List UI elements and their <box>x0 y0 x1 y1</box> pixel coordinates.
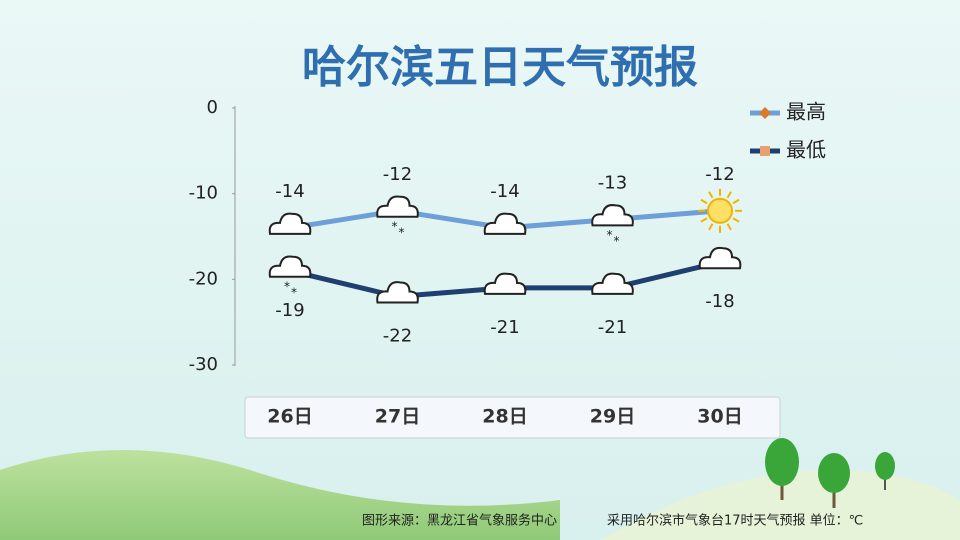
y-tick-label: -10 <box>189 183 218 204</box>
sun-ray <box>726 191 732 199</box>
footer: 采用哈尔滨市气象台17时天气预报 单位：℃ <box>607 513 863 529</box>
sun <box>707 197 733 224</box>
x-tick-label: 26日 <box>267 406 312 428</box>
weather-icon: * * <box>268 255 312 299</box>
cloud <box>268 255 312 278</box>
weather-icon <box>698 188 742 233</box>
x-tick-label: 27日 <box>375 406 420 428</box>
data-label: -19 <box>275 300 304 321</box>
y-tick-label: -20 <box>189 268 218 289</box>
legend-label: 最低 <box>786 138 826 162</box>
sun-ray <box>732 217 740 223</box>
hill <box>600 470 960 540</box>
snow: * <box>399 225 405 239</box>
x-tick-label: 28日 <box>482 406 527 428</box>
legend-label: 最高 <box>786 100 826 124</box>
data-label: -14 <box>275 181 304 202</box>
data-label: -13 <box>598 172 627 193</box>
trees <box>765 438 895 508</box>
sun-ray <box>700 217 708 223</box>
legend-marker <box>759 107 771 119</box>
data-label: -12 <box>383 164 412 185</box>
x-tick-label: 29日 <box>590 406 635 428</box>
snow: * <box>284 279 290 293</box>
snow: * <box>607 228 613 242</box>
chart-title: 哈尔滨五日天气预报 <box>302 42 698 93</box>
x-tick-label: 30日 <box>697 406 742 428</box>
weather-icon: * * <box>591 204 634 248</box>
weather-icon <box>483 212 527 235</box>
data-label: -12 <box>705 164 734 185</box>
cloud <box>591 272 634 295</box>
sun-ray <box>700 198 708 205</box>
category-box <box>244 396 781 439</box>
sun-ray <box>726 223 732 231</box>
sun-ray <box>732 198 740 205</box>
snow: * <box>614 234 620 248</box>
data-label: -21 <box>598 317 627 338</box>
snow: * <box>291 285 297 299</box>
weather-icon <box>591 272 634 295</box>
snow: * <box>392 219 398 233</box>
footer: 图形来源：黑龙江省气象服务中心 <box>362 513 557 529</box>
legend-marker <box>760 146 770 156</box>
cloud <box>376 281 419 304</box>
data-label: -14 <box>490 181 519 202</box>
weather-icon <box>268 212 312 235</box>
cloud <box>591 204 634 227</box>
weather-icon <box>483 272 527 295</box>
hill <box>0 450 560 540</box>
sun-ray <box>708 191 714 199</box>
y-tick-label: 0 <box>207 97 218 118</box>
cloud <box>483 212 527 235</box>
sun-ray <box>708 223 714 231</box>
cloud <box>483 272 527 295</box>
weather-icon <box>698 246 742 270</box>
cloud <box>698 246 742 270</box>
data-label: -22 <box>383 325 412 346</box>
cloud <box>376 195 419 218</box>
y-tick-label: -30 <box>189 354 218 375</box>
data-label: -21 <box>490 317 519 338</box>
cloud <box>268 212 312 235</box>
data-label: -18 <box>705 291 734 312</box>
weather-icon: * * <box>376 195 419 239</box>
weather-icon <box>376 281 419 304</box>
